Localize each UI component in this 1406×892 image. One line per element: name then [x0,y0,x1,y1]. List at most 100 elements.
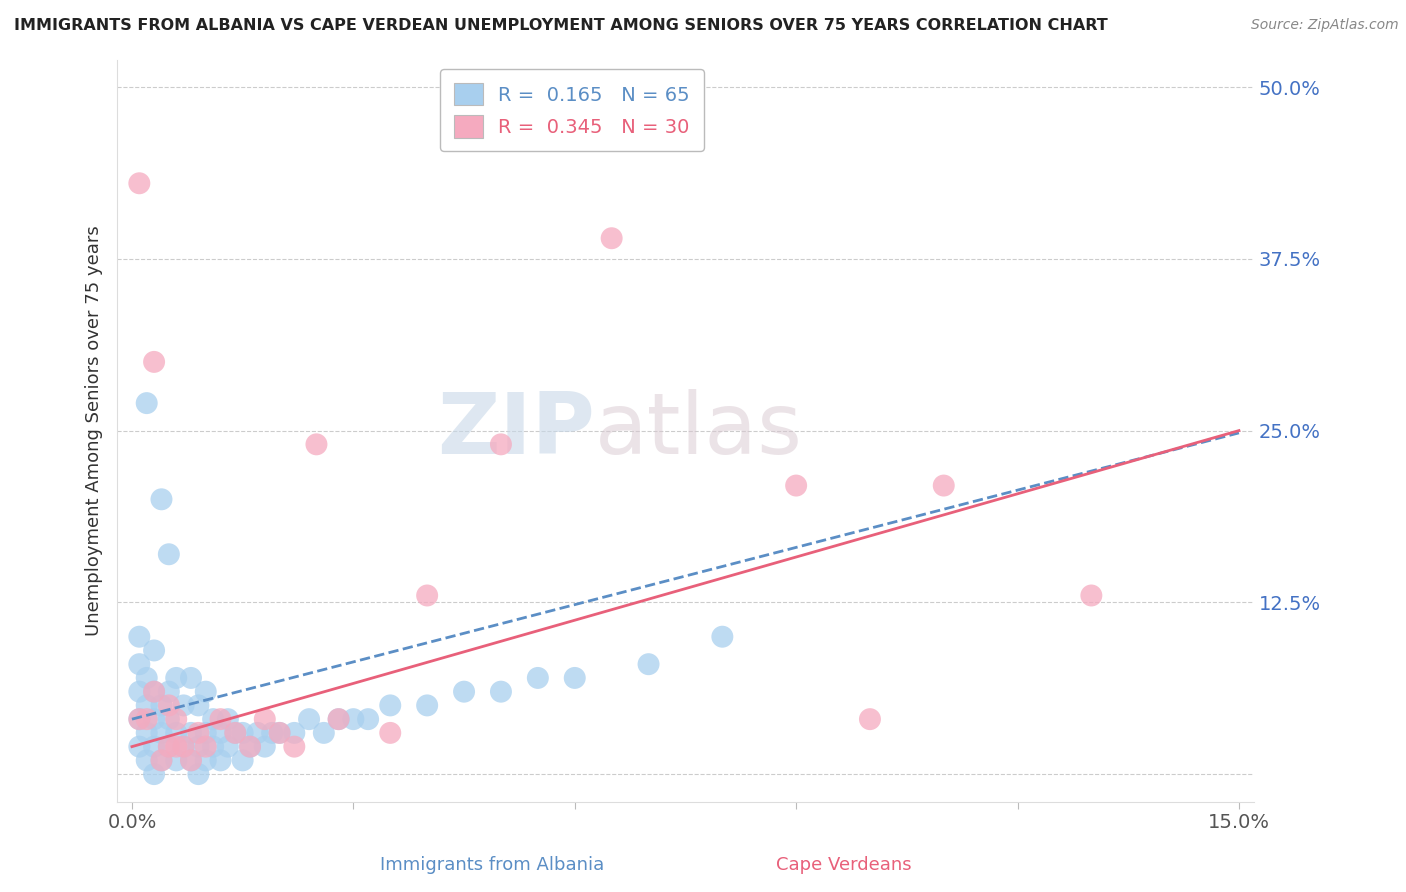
Point [194,739,217,754]
Text: atlas: atlas [595,389,803,472]
Point [1080,589,1102,603]
Point [128,657,150,672]
Point [209,753,232,767]
Point [239,739,262,754]
Point [342,712,364,726]
Point [135,753,157,767]
Point [600,231,623,245]
Point [932,478,955,492]
Point [157,684,180,698]
Point [453,684,475,698]
Point [173,698,195,713]
Point [128,176,150,190]
Point [202,712,225,726]
Point [143,684,166,698]
Point [187,739,209,754]
Point [157,739,180,754]
Point [253,739,276,754]
Point [187,726,209,740]
Point [165,671,187,685]
Point [209,712,232,726]
Point [527,671,550,685]
Point [224,726,246,740]
Point [246,726,269,740]
Point [157,698,180,713]
Point [180,671,202,685]
Point [416,698,439,713]
Point [180,753,202,767]
Point [135,726,157,740]
Point [173,739,195,754]
Point [489,437,512,451]
Point [232,753,254,767]
Point [785,478,807,492]
Point [564,671,586,685]
Point [859,712,882,726]
Point [165,739,187,754]
Point [283,739,305,754]
Point [157,712,180,726]
Point [165,726,187,740]
Point [150,753,173,767]
Point [180,753,202,767]
Point [165,753,187,767]
Point [128,684,150,698]
Point [416,589,439,603]
Point [135,712,157,726]
Point [173,739,195,754]
Point [239,739,262,754]
Point [380,698,402,713]
Point [157,739,180,754]
Point [128,739,150,754]
Point [143,355,166,369]
Point [328,712,350,726]
Point [128,712,150,726]
Point [150,492,173,507]
Point [187,767,209,781]
Point [143,739,166,754]
Point [298,712,321,726]
Point [312,726,335,740]
Point [143,712,166,726]
Point [128,712,150,726]
Point [269,726,291,740]
Y-axis label: Unemployment Among Seniors over 75 years: Unemployment Among Seniors over 75 years [86,225,103,636]
Point [489,684,512,698]
Point [209,726,232,740]
Point [194,684,217,698]
Text: ZIP: ZIP [437,389,595,472]
Point [232,726,254,740]
Point [305,437,328,451]
Point [187,698,209,713]
Point [194,726,217,740]
Point [328,712,350,726]
Point [269,726,291,740]
Point [262,726,284,740]
Point [217,712,239,726]
Point [135,396,157,410]
Point [143,767,166,781]
Point [157,547,180,561]
Point [143,684,166,698]
Point [711,630,734,644]
Point [135,671,157,685]
Point [380,726,402,740]
Point [150,753,173,767]
Point [180,726,202,740]
Point [128,630,150,644]
Point [637,657,659,672]
Point [283,726,305,740]
Point [217,739,239,754]
Point [165,712,187,726]
Point [357,712,380,726]
Point [253,712,276,726]
Point [143,643,166,657]
Text: Cape Verdeans: Cape Verdeans [776,855,911,873]
Legend: R =  0.165   N = 65, R =  0.345   N = 30: R = 0.165 N = 65, R = 0.345 N = 30 [440,70,703,151]
Point [194,753,217,767]
Text: Immigrants from Albania: Immigrants from Albania [380,855,605,873]
Point [135,698,157,713]
Text: IMMIGRANTS FROM ALBANIA VS CAPE VERDEAN UNEMPLOYMENT AMONG SENIORS OVER 75 YEARS: IMMIGRANTS FROM ALBANIA VS CAPE VERDEAN … [14,18,1108,33]
Point [150,698,173,713]
Point [224,726,246,740]
